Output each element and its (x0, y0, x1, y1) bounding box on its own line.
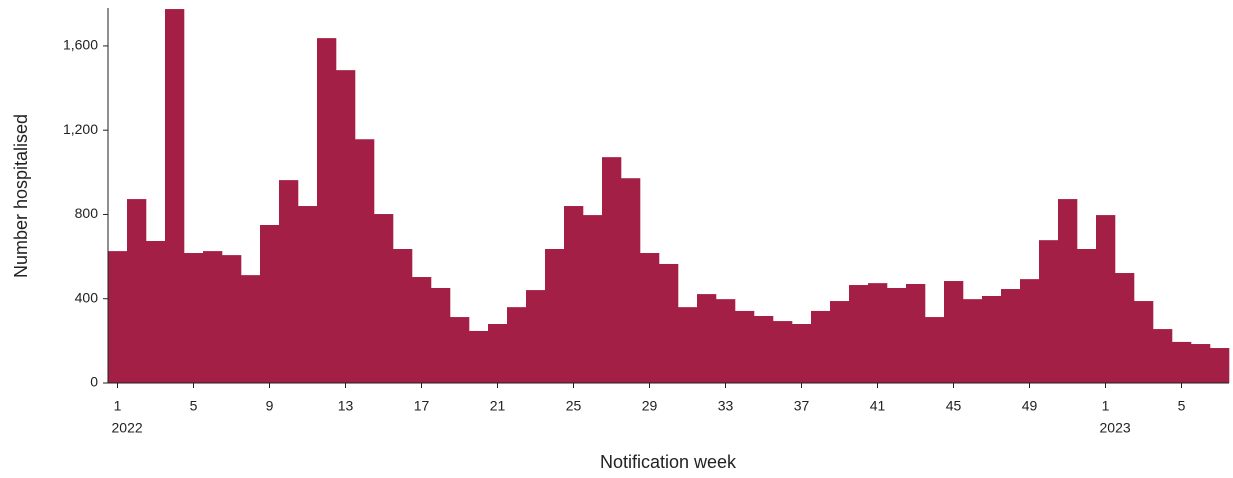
bar (811, 310, 831, 383)
bar (849, 285, 869, 383)
x-tick-label: 5 (1178, 398, 1186, 414)
bar (165, 9, 185, 383)
bar (450, 317, 470, 383)
bar (830, 301, 850, 383)
bar (108, 251, 128, 383)
bar (564, 206, 584, 383)
bar (735, 310, 755, 383)
x-tick-label: 49 (1022, 398, 1038, 414)
y-tick-label: 400 (75, 289, 99, 305)
bar (678, 307, 698, 383)
x-tick-label: 17 (414, 398, 430, 414)
x-tick-label: 37 (794, 398, 810, 414)
bar (526, 290, 546, 383)
bar (716, 299, 736, 383)
bar (982, 295, 1002, 383)
bar (754, 316, 774, 383)
bar (659, 263, 679, 383)
bar (279, 180, 299, 383)
bar (393, 249, 413, 383)
x-tick-label: 45 (946, 398, 962, 414)
x-tick-label: 33 (718, 398, 734, 414)
x-tick-label: 13 (338, 398, 354, 414)
x-tick-label: 9 (266, 398, 274, 414)
bar (583, 215, 603, 383)
bar (317, 38, 337, 383)
x-year-label: 2022 (112, 420, 143, 436)
bar (1210, 348, 1230, 383)
bar (697, 294, 717, 383)
bar (1020, 279, 1040, 383)
bar (431, 287, 451, 383)
x-axis-title: Notification week (600, 452, 737, 472)
bar (887, 287, 907, 383)
bar (1172, 341, 1192, 383)
y-axis-title: Number hospitalised (11, 114, 31, 278)
x-tick-label: 25 (566, 398, 582, 414)
bar (1191, 344, 1211, 383)
bar (469, 330, 489, 383)
x-tick-label: 1 (1102, 398, 1110, 414)
bar (222, 255, 242, 383)
x-tick-label: 5 (190, 398, 198, 414)
bar (355, 139, 375, 383)
bar (412, 277, 432, 383)
y-tick-label: 1,200 (63, 121, 98, 137)
bar (298, 206, 318, 383)
bar (1039, 240, 1059, 383)
bar (545, 249, 565, 383)
bar (507, 307, 527, 383)
bar (640, 253, 660, 383)
bar (1096, 215, 1116, 383)
bar (963, 299, 983, 383)
x-tick-label: 21 (490, 398, 506, 414)
bar (1077, 249, 1097, 383)
bar (127, 199, 147, 383)
bar (1153, 329, 1173, 383)
bar (602, 157, 622, 383)
bar (1115, 273, 1135, 383)
bar (1134, 301, 1154, 383)
bar (336, 70, 356, 384)
y-tick-label: 1,600 (63, 37, 98, 53)
bar (241, 275, 261, 383)
bar (868, 283, 888, 383)
x-tick-label: 41 (870, 398, 886, 414)
bar (621, 178, 641, 383)
bar (146, 241, 166, 383)
bar (925, 317, 945, 383)
bar (906, 283, 926, 383)
x-year-label: 2023 (1100, 420, 1131, 436)
bar (184, 253, 204, 383)
bar (203, 251, 223, 383)
x-tick-label: 1 (114, 398, 122, 414)
bar (1001, 289, 1021, 383)
bar (488, 324, 508, 383)
bar (260, 224, 280, 383)
x-tick-label: 29 (642, 398, 658, 414)
bar (1058, 199, 1078, 383)
bar (792, 324, 812, 383)
bar (374, 214, 394, 383)
y-tick-label: 0 (90, 374, 98, 390)
y-tick-label: 800 (75, 205, 99, 221)
bar (773, 321, 793, 383)
bar (944, 281, 964, 383)
